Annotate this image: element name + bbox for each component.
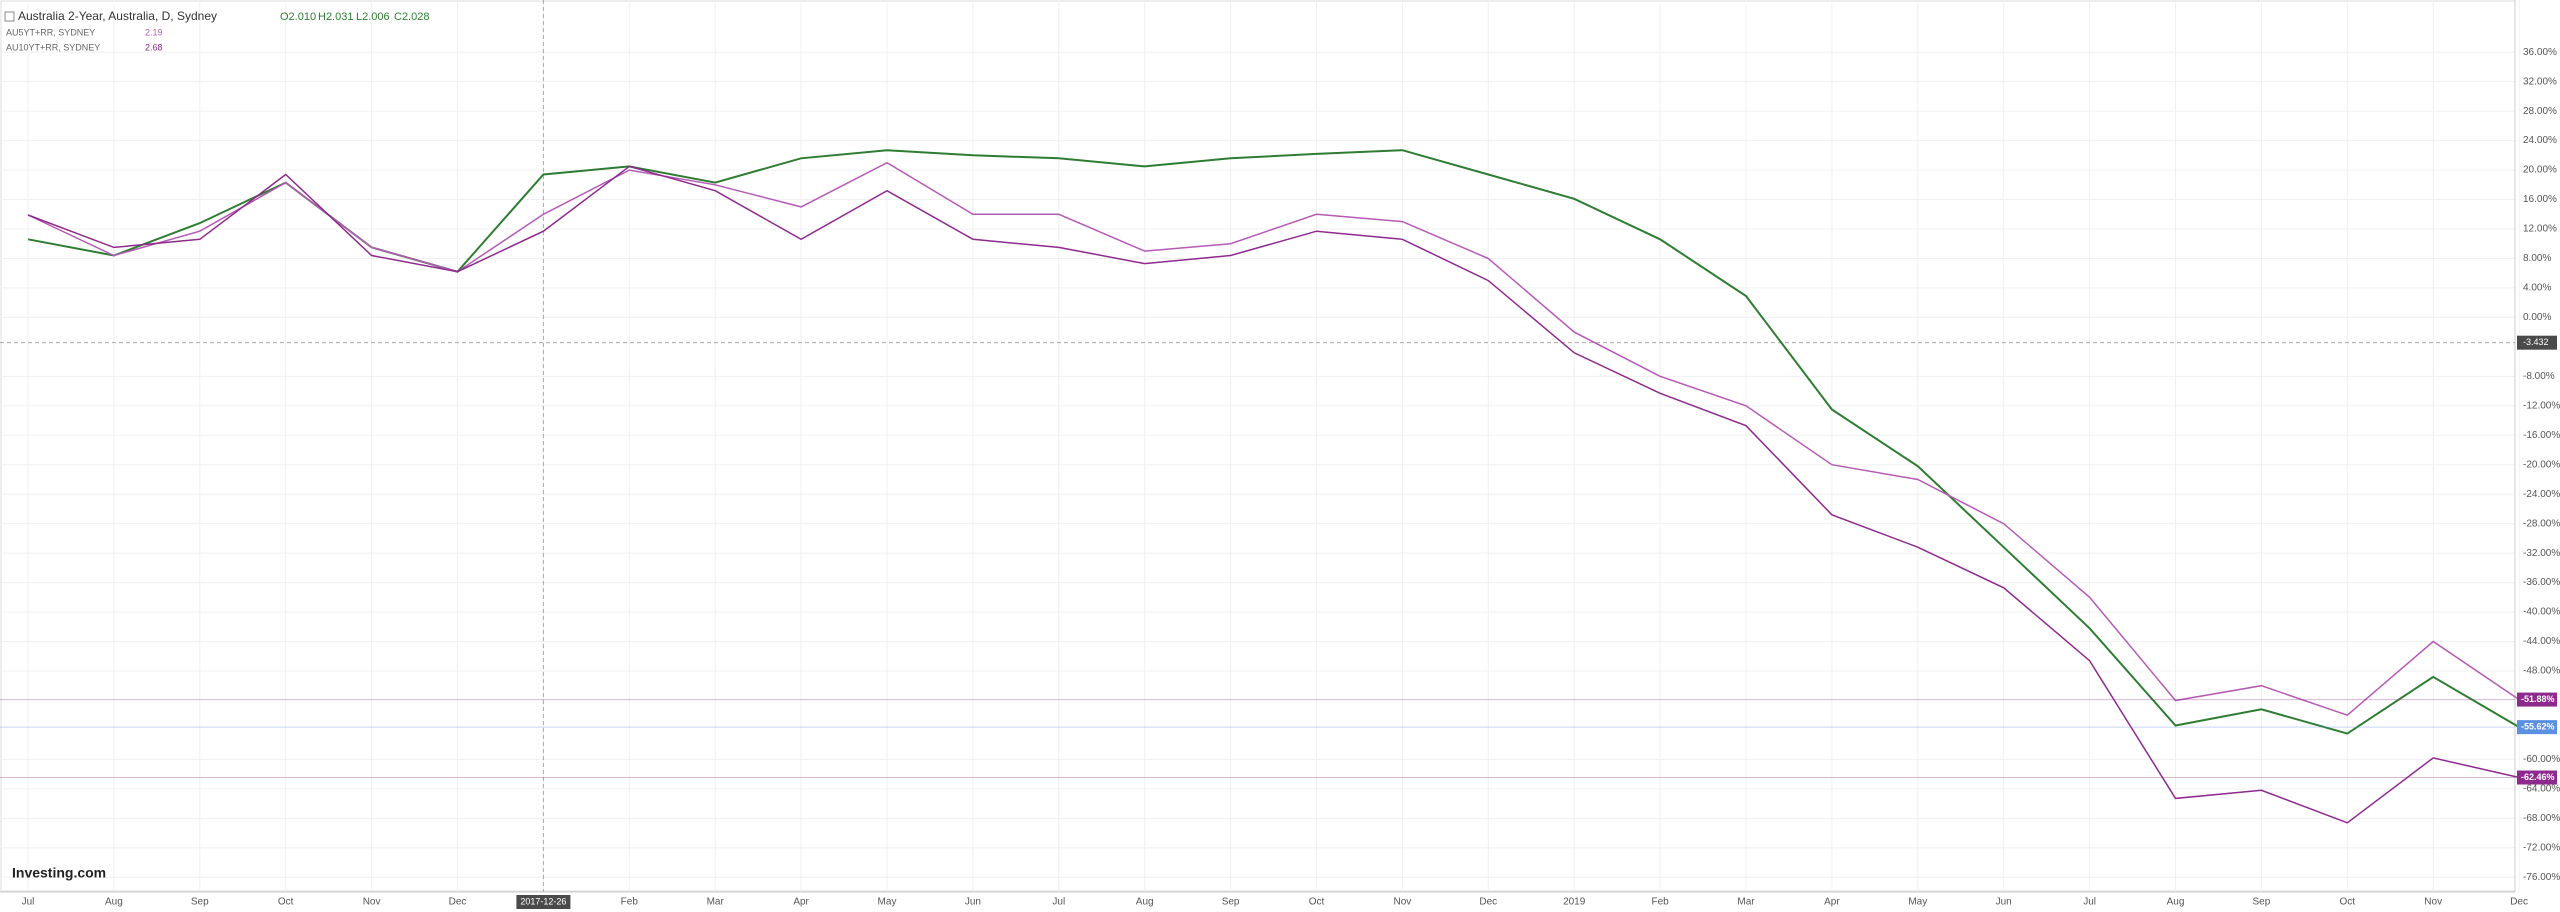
crosshair-y-box: [2517, 335, 2557, 350]
y-tick-label: -48.00%: [2523, 666, 2560, 677]
x-tick-label: Sep: [2253, 897, 2271, 908]
y-tick-label: -24.00%: [2523, 489, 2560, 500]
legend-entry: AU5YT+RR, SYDNEY: [6, 27, 95, 37]
series-line: [27, 165, 2520, 824]
x-tick-label: Sep: [1222, 897, 1240, 908]
last-value-label: -55.62%: [2521, 722, 2555, 732]
y-tick-label: -68.00%: [2523, 813, 2560, 824]
y-tick-label: 4.00%: [2523, 283, 2551, 294]
x-tick-label: Feb: [621, 897, 639, 908]
crosshair-y-label: -3.432: [2523, 337, 2549, 347]
x-tick-label: Dec: [1479, 897, 1497, 908]
y-tick-label: -32.00%: [2523, 548, 2560, 559]
x-tick-label: May: [1908, 897, 1927, 908]
y-tick-label: 28.00%: [2523, 106, 2557, 117]
y-tick-label: -40.00%: [2523, 607, 2560, 618]
y-tick-label: 12.00%: [2523, 224, 2557, 235]
ohlc-value: C2.028: [394, 11, 429, 23]
y-tick-label: -36.00%: [2523, 577, 2560, 588]
x-tick-label: Dec: [2510, 897, 2528, 908]
y-tick-label: -16.00%: [2523, 430, 2560, 441]
crosshair-x-box: [516, 895, 571, 909]
series-line: [27, 161, 2520, 717]
x-tick-label: Aug: [105, 897, 123, 908]
chart-title: Australia 2-Year, Australia, D, Sydney: [18, 9, 217, 23]
y-tick-label: 0.00%: [2523, 312, 2551, 323]
x-tick-label: Feb: [1651, 897, 1669, 908]
last-value-box: [2517, 692, 2557, 707]
y-tick-label: -28.00%: [2523, 518, 2560, 529]
legend-value: 2.68: [145, 42, 163, 52]
x-tick-label: Oct: [2340, 897, 2356, 908]
x-tick-label: Jul: [1052, 897, 1065, 908]
x-tick-label: Oct: [278, 897, 294, 908]
x-tick-label: Jul: [22, 897, 35, 908]
legend-entry: AU10YT+RR, SYDNEY: [6, 42, 100, 52]
y-tick-label: 32.00%: [2523, 76, 2557, 87]
x-tick-label: Mar: [1737, 897, 1755, 908]
ohlc-value: O2.010: [280, 11, 316, 23]
y-tick-label: -72.00%: [2523, 842, 2560, 853]
y-tick-label: -64.00%: [2523, 784, 2560, 795]
y-tick-label: -20.00%: [2523, 459, 2560, 470]
x-tick-label: Apr: [793, 897, 809, 908]
y-tick-label: -76.00%: [2523, 872, 2560, 883]
last-value-box: [2517, 720, 2557, 735]
x-tick-label: Sep: [191, 897, 209, 908]
y-tick-label: 8.00%: [2523, 253, 2551, 264]
x-tick-label: Dec: [449, 897, 467, 908]
collapse-icon: [4, 11, 15, 22]
x-tick-label: Nov: [2424, 897, 2442, 908]
x-tick-label: Apr: [1824, 897, 1840, 908]
y-tick-label: -12.00%: [2523, 400, 2560, 411]
logo: Investing.com: [12, 865, 106, 881]
y-tick-label: 36.00%: [2523, 47, 2557, 58]
x-tick-label: Nov: [1394, 897, 1412, 908]
x-tick-label: Aug: [2167, 897, 2185, 908]
y-tick-label: -8.00%: [2523, 371, 2555, 382]
legend-value: 2.19: [145, 27, 163, 37]
y-tick-label: -44.00%: [2523, 636, 2560, 647]
x-tick-label: 2019: [1563, 897, 1586, 908]
ohlc-value: H2.031: [318, 11, 353, 23]
x-tick-label: Jul: [2083, 897, 2096, 908]
x-tick-label: May: [878, 897, 897, 908]
crosshair-x-label: 2017-12-26: [520, 896, 566, 906]
x-tick-label: Oct: [1309, 897, 1325, 908]
last-value-box: [2517, 770, 2557, 785]
x-tick-label: Nov: [363, 897, 381, 908]
x-tick-label: Jun: [1996, 897, 2012, 908]
y-tick-label: 16.00%: [2523, 194, 2557, 205]
y-tick-label: -60.00%: [2523, 754, 2560, 765]
x-tick-label: Jun: [965, 897, 981, 908]
x-tick-label: Aug: [1136, 897, 1154, 908]
y-tick-label: 20.00%: [2523, 165, 2557, 176]
last-value-label: -51.88%: [2521, 694, 2555, 704]
ohlc-value: L2.006: [356, 11, 390, 23]
y-tick-label: 24.00%: [2523, 135, 2557, 146]
x-tick-label: Mar: [707, 897, 725, 908]
last-value-label: -62.46%: [2521, 772, 2555, 782]
